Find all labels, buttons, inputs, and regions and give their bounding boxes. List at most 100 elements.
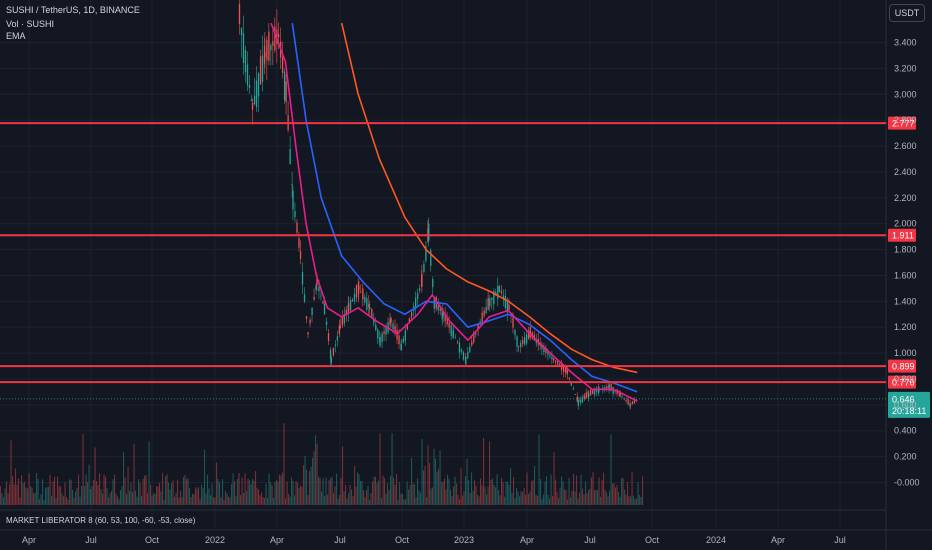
volume-bar (270, 482, 272, 505)
symbol-legend[interactable]: SUSHI / TetherUS, 1D, BINANCE (6, 5, 140, 15)
volume-bar (181, 497, 183, 505)
volume-bar (334, 486, 336, 505)
volume-bar (447, 474, 449, 505)
candle-body (489, 298, 491, 307)
level-badge (888, 375, 916, 389)
volume-bar (385, 493, 387, 505)
volume-bar (340, 477, 342, 505)
candle-body (377, 329, 379, 339)
candle-body (406, 325, 409, 330)
volume-bar (501, 477, 503, 505)
candle-body (270, 44, 272, 51)
candle-body (556, 361, 559, 365)
volume-bar (51, 495, 53, 505)
candle-body (593, 389, 596, 395)
volume-bar (633, 495, 635, 505)
ema-legend[interactable]: EMA (6, 31, 26, 41)
candle-body (425, 246, 427, 261)
x-tick-label: Jul (834, 535, 846, 545)
volume-bar (471, 472, 473, 505)
candle-body (614, 390, 616, 392)
candle-body (504, 296, 507, 308)
volume-bar (627, 481, 629, 505)
volume-bar (163, 499, 165, 505)
volume-bar (244, 473, 246, 505)
volume-bar (228, 496, 230, 505)
volume-bar (568, 477, 570, 505)
candle-body (360, 291, 362, 293)
volume-bar (495, 487, 497, 505)
volume-bar (411, 457, 413, 505)
candle-body (527, 330, 530, 339)
volume-bar (1, 493, 3, 505)
candle-body (448, 322, 450, 328)
y-tick-label: 3.400 (894, 38, 917, 48)
candle-body (272, 41, 274, 46)
volume-bar (288, 494, 290, 505)
candle-body (390, 318, 392, 323)
volume-legend[interactable]: Vol · SUSHI (6, 19, 55, 29)
volume-bar (39, 499, 41, 505)
y-tick-label: 1.800 (894, 245, 917, 255)
indicator-legend[interactable]: MARKET LIBERATOR 8 (60, 53, 100, -60, -5… (6, 516, 196, 525)
volume-bar (222, 479, 224, 505)
volume-bar (72, 489, 74, 505)
volume-bar (592, 472, 594, 505)
volume-bar (427, 445, 429, 505)
volume-bar (583, 494, 585, 505)
volume-bar (313, 451, 315, 505)
volume-bar (247, 478, 249, 505)
candle-body (244, 50, 247, 72)
volume-bar (625, 494, 627, 505)
volume-bar (354, 465, 356, 505)
candle-body (547, 352, 549, 355)
candle-body (298, 238, 300, 248)
volume-bar (138, 479, 140, 505)
volume-bar (294, 495, 296, 505)
candle-body (625, 400, 627, 402)
volume-bar (579, 492, 581, 505)
volume-bar (522, 492, 524, 505)
volume-bar (435, 458, 437, 505)
volume-bar (90, 489, 92, 505)
currency-button[interactable]: USDT (889, 4, 925, 22)
candle-body (341, 317, 343, 326)
candle-body (581, 397, 583, 403)
volume-bar (184, 475, 186, 505)
volume-bar (24, 481, 26, 505)
volume-bar (351, 489, 353, 505)
volume-bar (397, 499, 399, 505)
candle-body (517, 346, 520, 347)
volume-bar (549, 498, 551, 505)
volume-bar (570, 497, 572, 505)
volume-bar (25, 487, 27, 505)
volume-bar (492, 478, 494, 505)
volume-bar (42, 479, 44, 505)
volume-bar (556, 491, 558, 505)
volume-bar (205, 493, 207, 505)
volume-bar (408, 489, 410, 505)
volume-bar (487, 486, 489, 505)
volume-bar (49, 474, 51, 505)
candle-body (371, 308, 373, 318)
candle-body (358, 285, 360, 291)
candle-body (579, 399, 581, 403)
volume-bar (412, 483, 414, 505)
volume-bar (214, 497, 216, 505)
volume-bar (438, 468, 440, 505)
y-tick-label: 3.000 (894, 89, 917, 99)
candle-body (460, 349, 463, 352)
volume-bar (219, 482, 221, 505)
volume-bar (100, 489, 102, 505)
volume-bar (325, 477, 327, 505)
volume-bar (546, 476, 548, 505)
candle-body (627, 399, 629, 405)
volume-bar (298, 487, 300, 505)
volume-bar (432, 487, 434, 505)
volume-bar (94, 447, 96, 505)
candle-body (551, 356, 553, 360)
volume-bar (127, 466, 129, 505)
volume-bar (601, 480, 603, 505)
volume-bar (367, 485, 369, 505)
